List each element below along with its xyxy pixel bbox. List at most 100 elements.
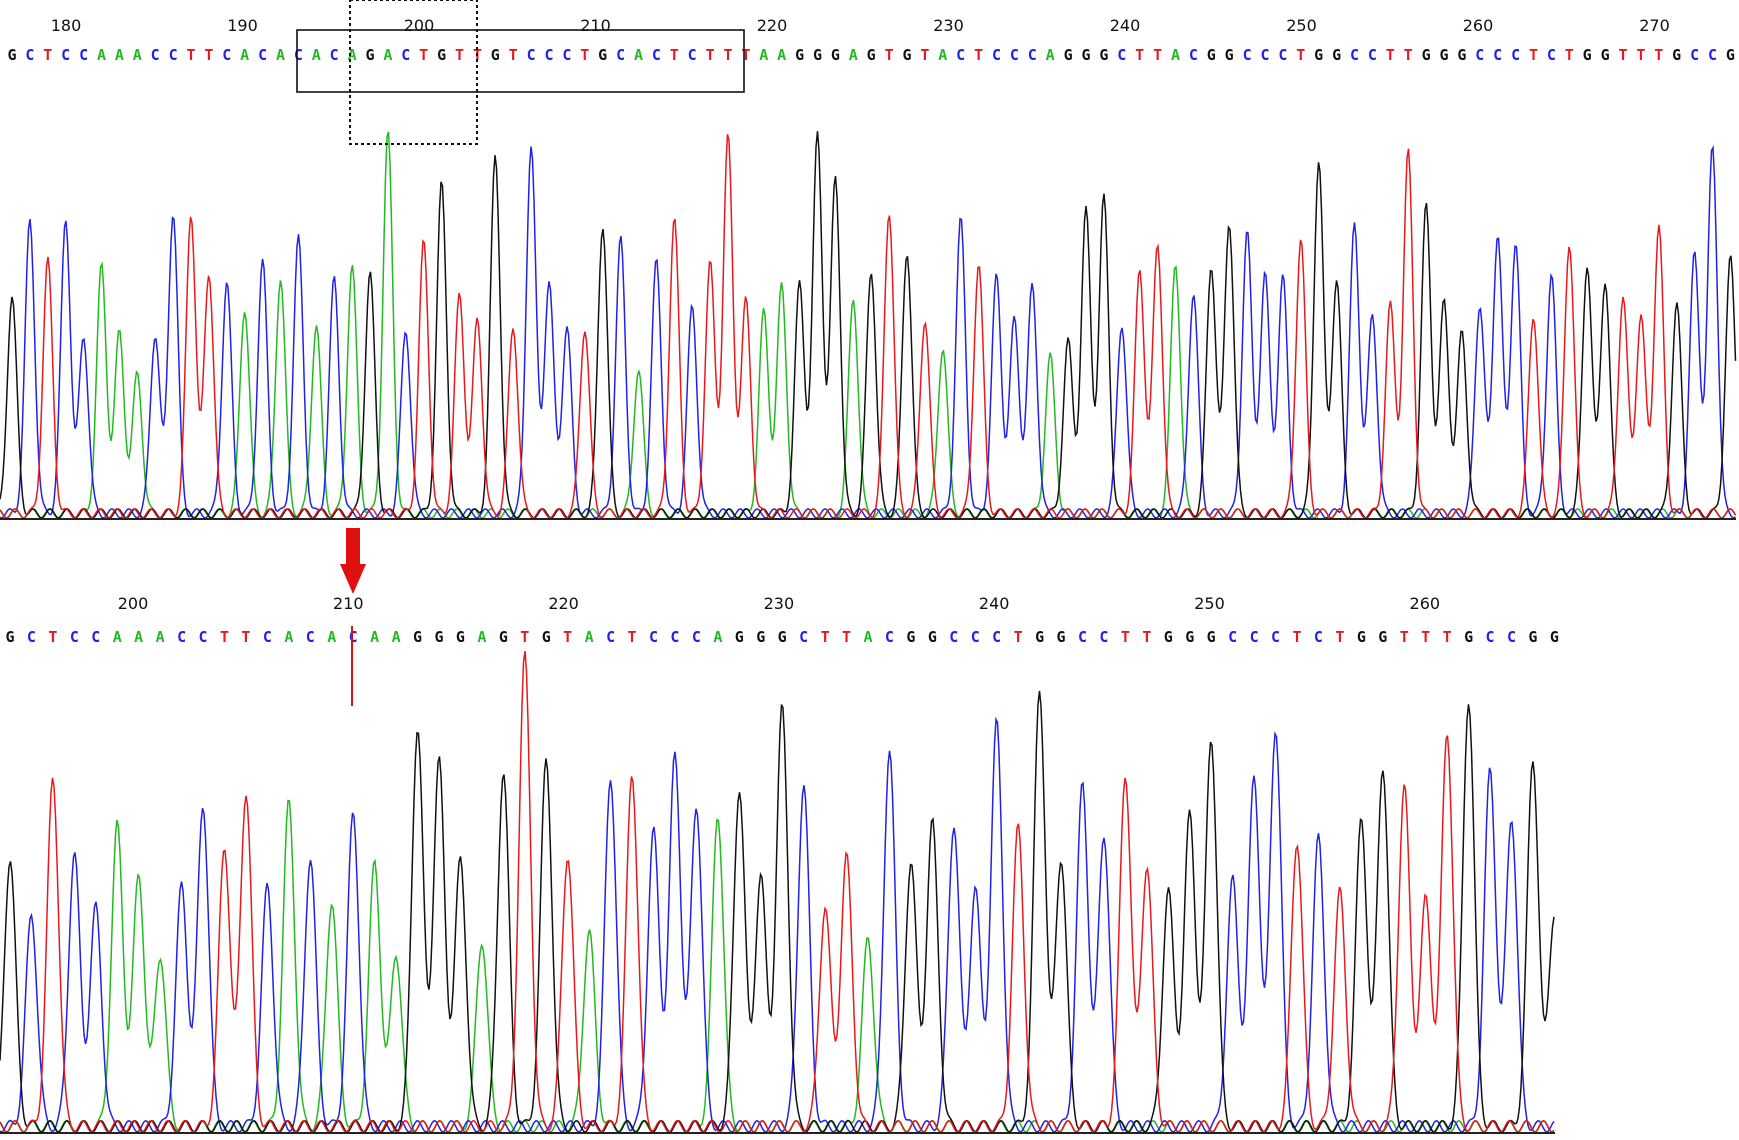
target-region-box (296, 29, 745, 93)
base-call-letter: G (456, 628, 465, 646)
base-call-letter: C (1511, 46, 1520, 64)
base-call-letter: G (1357, 628, 1366, 646)
base-call-letter: C (956, 46, 965, 64)
base-call-letter: T (241, 628, 250, 646)
deletion-arrow-shaft (346, 528, 360, 566)
base-call-letter: C (649, 628, 658, 646)
base-call-letter: T (723, 46, 732, 64)
base-call-letter: C (1368, 46, 1377, 64)
base-call-letter: G (867, 46, 876, 64)
trace-line-t (0, 134, 1737, 519)
base-call-letter: C (1475, 46, 1484, 64)
trace-line-c (0, 716, 1555, 1133)
base-call-letter: A (134, 628, 143, 646)
base-call-letter: G (499, 628, 508, 646)
base-call-letter: A (938, 46, 947, 64)
base-call-letter: C (562, 46, 571, 64)
base-call-letter: A (1046, 46, 1055, 64)
base-call-letter: C (885, 628, 894, 646)
position-tick-label: 240 (1110, 16, 1141, 35)
base-call-letter: C (306, 628, 315, 646)
base-call-letter: T (741, 46, 750, 64)
base-call-letter: G (1583, 46, 1592, 64)
base-call-letter: C (1078, 628, 1087, 646)
base-call-letter: C (606, 628, 615, 646)
base-call-letter: A (370, 628, 379, 646)
base-call-letter: T (1618, 46, 1627, 64)
base-call-letter: T (1636, 46, 1645, 64)
base-call-letter: A (156, 628, 165, 646)
base-call-letter: C (1099, 628, 1108, 646)
base-call-letter: C (1708, 46, 1717, 64)
base-call-letter: G (1185, 628, 1194, 646)
trace-line-t (0, 651, 1555, 1133)
base-call-letter: C (330, 46, 339, 64)
base-call-letter: C (199, 628, 208, 646)
base-call-letter: G (1378, 628, 1387, 646)
pam-region-dashed-box (349, 0, 478, 145)
base-call-letter: C (992, 628, 1001, 646)
base-call-letter: C (1271, 628, 1280, 646)
position-tick-label: 250 (1286, 16, 1317, 35)
base-call-letter: T (1421, 628, 1430, 646)
base-call-letter: C (25, 46, 34, 64)
base-call-letter: G (1081, 46, 1090, 64)
base-call-letter: C (1189, 46, 1198, 64)
base-call-letter: C (949, 628, 958, 646)
base-call-letter: C (177, 628, 186, 646)
base-call-letter: C (544, 46, 553, 64)
position-tick-label: 210 (333, 594, 364, 613)
base-call-letter: T (1443, 628, 1452, 646)
base-call-letter: C (1314, 628, 1323, 646)
base-call-letter: C (349, 628, 358, 646)
base-call-letter: G (1035, 628, 1044, 646)
position-tick-label: 220 (757, 16, 788, 35)
trace-line-c (0, 144, 1736, 519)
base-call-letter: G (1439, 46, 1448, 64)
base-call-letter: C (616, 46, 625, 64)
base-call-letter: G (413, 628, 422, 646)
base-call-letter: T (1153, 46, 1162, 64)
base-call-letter: T (509, 46, 518, 64)
base-call-letter: A (585, 628, 594, 646)
base-call-letter: A (312, 46, 321, 64)
base-call-letter: G (1332, 46, 1341, 64)
base-call-letter: C (401, 46, 410, 64)
base-call-letter: A (777, 46, 786, 64)
position-tick-label: 210 (580, 16, 611, 35)
base-call-letter: G (906, 628, 915, 646)
base-call-letter: T (43, 46, 52, 64)
base-call-letter: A (392, 628, 401, 646)
base-call-letter: G (1422, 46, 1431, 64)
base-call-letter: G (831, 46, 840, 64)
position-tick-label: 190 (227, 16, 258, 35)
base-call-letter: T (842, 628, 851, 646)
position-tick-label: 180 (51, 16, 82, 35)
base-call-letter: C (799, 628, 808, 646)
position-tick-label: 200 (404, 16, 435, 35)
base-call-letter: T (706, 46, 715, 64)
base-call-letter: A (713, 628, 722, 646)
base-call-letter: T (1142, 628, 1151, 646)
base-call-letter: G (1207, 628, 1216, 646)
base-call-letter: C (692, 628, 701, 646)
base-call-letter: G (1314, 46, 1323, 64)
base-call-letter: G (902, 46, 911, 64)
base-call-letter: C (652, 46, 661, 64)
position-tick-label: 260 (1410, 594, 1441, 613)
base-call-letter: T (455, 46, 464, 64)
base-call-letter: G (1457, 46, 1466, 64)
base-call-letter: T (1654, 46, 1663, 64)
base-call-letter: C (61, 46, 70, 64)
base-call-letter: A (133, 46, 142, 64)
base-call-letter: C (1278, 46, 1287, 64)
base-call-letter: G (5, 628, 14, 646)
base-call-letter: T (885, 46, 894, 64)
base-call-letter: G (1601, 46, 1610, 64)
base-call-letter: T (48, 628, 57, 646)
base-call-letter: T (1121, 628, 1130, 646)
base-call-letter: T (1400, 628, 1409, 646)
base-call-letter: C (79, 46, 88, 64)
base-call-letter: T (1296, 46, 1305, 64)
